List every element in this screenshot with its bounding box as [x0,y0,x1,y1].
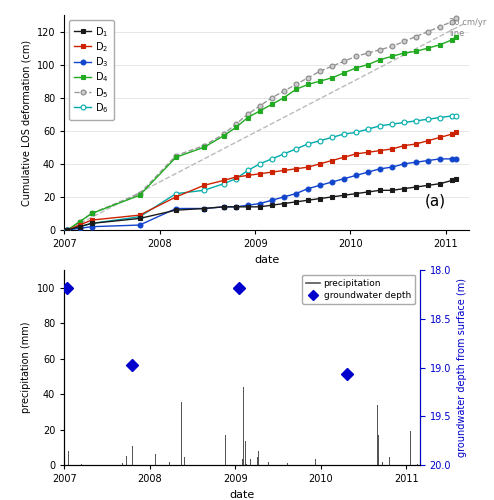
Text: (b): (b) [370,286,392,300]
Legend: D$_1$, D$_2$, D$_3$, D$_4$, D$_5$, D$_6$: D$_1$, D$_2$, D$_3$, D$_4$, D$_5$, D$_6$ [69,20,114,119]
Y-axis label: groundwater depth from surface (m): groundwater depth from surface (m) [456,278,467,457]
Y-axis label: Cumulative LOS deformation (cm): Cumulative LOS deformation (cm) [21,40,31,205]
X-axis label: date: date [254,254,280,264]
Text: (a): (a) [425,194,446,208]
Text: 30 cm/yr
line: 30 cm/yr line [450,18,487,38]
Y-axis label: precipitation (mm): precipitation (mm) [21,322,31,413]
X-axis label: date: date [229,490,255,500]
Legend: precipitation, groundwater depth: precipitation, groundwater depth [302,274,415,304]
